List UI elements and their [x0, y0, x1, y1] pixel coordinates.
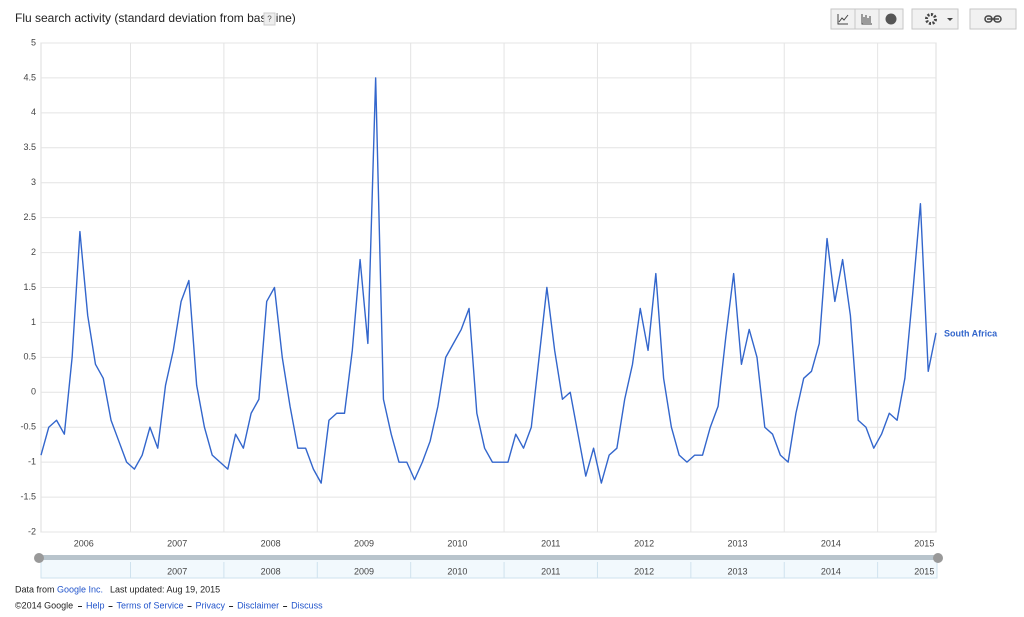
footer-link[interactable]: Discuss [291, 600, 323, 610]
link-icon [984, 15, 993, 23]
navigator-year-label: 2013 [728, 566, 748, 576]
y-tick-label: 0 [31, 387, 36, 397]
footer-link[interactable]: Terms of Service [117, 600, 184, 610]
footer-link[interactable]: Privacy [196, 600, 226, 610]
range-handle-left[interactable] [34, 553, 44, 563]
navigator-year-label: 2011 [541, 566, 560, 576]
navigator-year-label: 2015 [914, 566, 934, 576]
source-link[interactable]: Google Inc. [57, 584, 103, 594]
y-tick-label: -1.5 [20, 491, 36, 501]
x-tick-label: 2015 [914, 538, 934, 548]
range-handle-right[interactable] [933, 553, 943, 563]
x-tick-label: 2012 [634, 538, 654, 548]
footer-link[interactable]: Disclaimer [237, 600, 279, 610]
navigator-year-label: 2009 [354, 566, 374, 576]
x-tick-label: 2014 [821, 538, 841, 548]
help-box[interactable] [263, 12, 276, 26]
x-tick-label: 2011 [541, 538, 560, 548]
globe-icon [885, 13, 897, 25]
y-tick-label: 5 [31, 37, 36, 47]
footer-link[interactable]: Help [86, 600, 105, 610]
line-icon [837, 14, 849, 25]
y-tick-label: -0.5 [20, 422, 36, 432]
y-tick-label: 3 [31, 177, 36, 187]
y-tick-label: 2.5 [23, 212, 36, 222]
y-tick-label: 4 [31, 107, 36, 117]
help-icon[interactable]: ? [267, 15, 272, 24]
navigator-year-label: 2014 [821, 566, 841, 576]
navigator-year-label: 2012 [634, 566, 654, 576]
y-tick-label: -1 [28, 457, 36, 467]
data-from: Data from [15, 584, 55, 594]
navigator-year-label: 2010 [447, 566, 467, 576]
x-tick-label: 2009 [354, 538, 374, 548]
range-slider[interactable] [41, 555, 937, 560]
chart-title: Flu search activity (standard deviation … [15, 11, 296, 25]
bar-icon [861, 14, 872, 25]
y-tick-label: 2 [31, 247, 36, 257]
bar-chart-button[interactable] [854, 8, 880, 30]
navigator-year-label: 2007 [167, 566, 187, 576]
link-icon [993, 15, 1002, 23]
x-tick-label: 2010 [447, 538, 467, 548]
x-tick-label: 2008 [261, 538, 281, 548]
y-tick-label: 1 [31, 317, 36, 327]
chart-type-buttons [830, 8, 1017, 30]
series-line [40, 77, 937, 484]
y-tick-label: -2 [28, 526, 36, 536]
navigator-year-label: 2008 [261, 566, 281, 576]
x-tick-label: 2007 [167, 538, 187, 548]
gear-icon [925, 13, 937, 25]
copyright: ©2014 Google [15, 600, 73, 610]
x-tick-label: 2013 [728, 538, 748, 548]
y-tick-label: 4.5 [23, 72, 36, 82]
y-tick-label: 3.5 [23, 142, 36, 152]
x-tick-label: 2006 [74, 538, 94, 548]
last-updated: Last updated: Aug 19, 2015 [110, 584, 220, 594]
y-tick-label: 1.5 [23, 282, 36, 292]
dropdown-arrow [947, 18, 953, 21]
y-tick-label: 0.5 [23, 352, 36, 362]
series-label: South Africa [944, 328, 998, 338]
